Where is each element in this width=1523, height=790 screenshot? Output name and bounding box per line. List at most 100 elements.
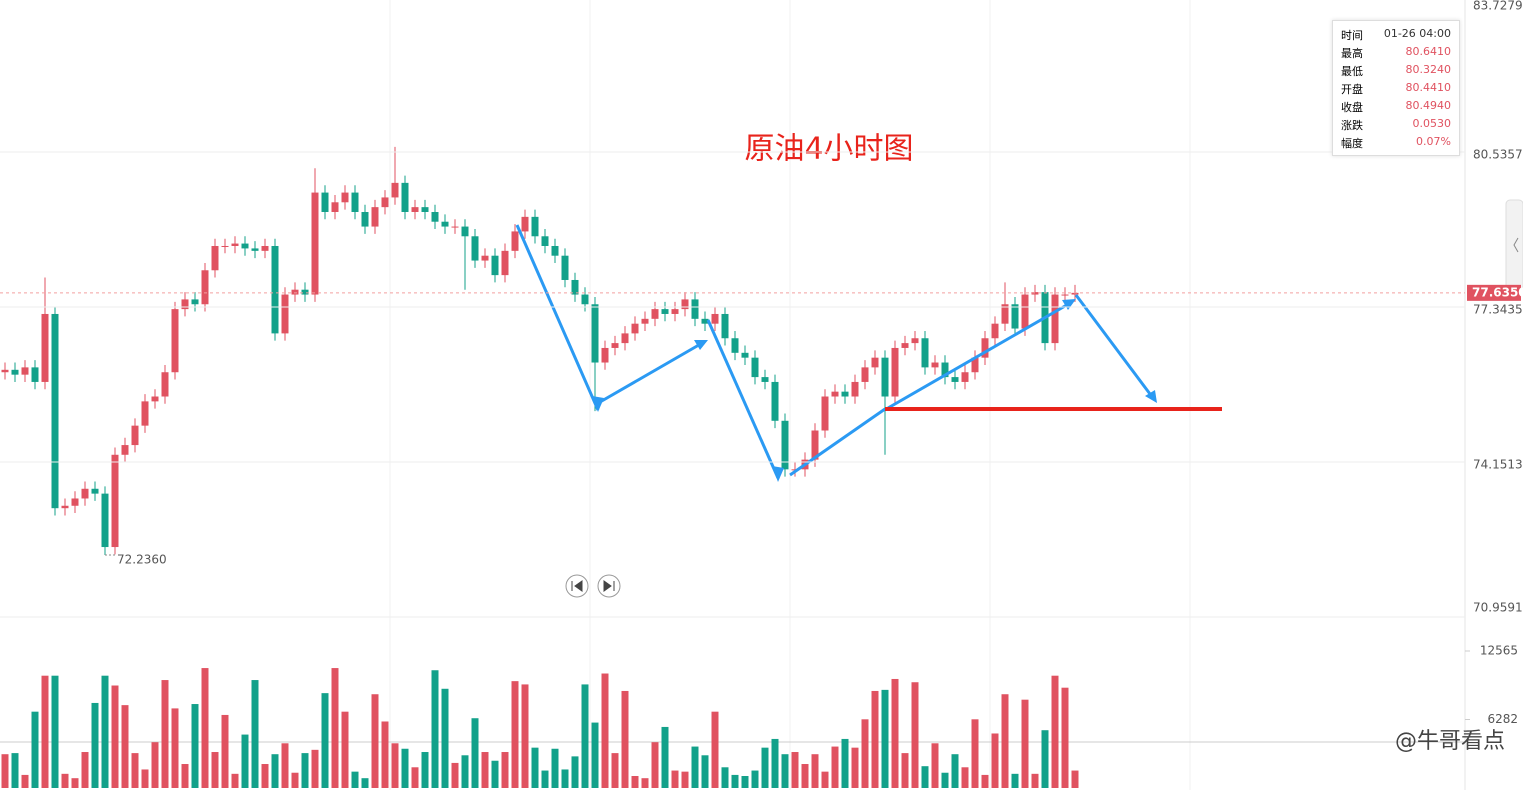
candle-body [881,357,889,397]
candle-body [1,369,9,373]
volume-bar [601,673,609,788]
candle-body [71,498,79,506]
volume-bar [571,756,579,788]
arrow [515,224,600,411]
candle-body [671,309,679,314]
candle-body [541,236,549,246]
volume-bar [311,749,319,788]
candle-body [871,357,879,368]
volume-bar [361,778,369,788]
candle-body [121,445,129,455]
volume-bar [621,690,629,788]
last-price-label: 77.6350 [1472,285,1523,299]
volume-bar [801,764,809,788]
volume-bar [771,738,779,788]
arrow [1074,294,1155,399]
volume-bar [711,711,719,788]
candle-body [461,226,469,237]
candle-body [841,391,849,397]
candle-body [741,352,749,358]
volume-bar [911,682,919,788]
candle-body [111,454,119,548]
volume-bar [121,705,129,788]
candle-body [321,192,329,213]
candle-body [941,362,949,378]
candle-body [61,505,69,509]
volume-bar [721,767,729,788]
volume-bar [701,755,709,788]
candle-body [271,245,279,334]
volume-bar [611,753,619,788]
candle-body [911,338,919,344]
candle-body [651,309,659,319]
candle-body [291,289,299,295]
candle-body [331,202,339,213]
volume-bar [1031,773,1039,788]
tooltip-key: 最高 [1341,47,1363,60]
tooltip-row: 涨跌 0.0530 [1333,115,1459,133]
playback [565,574,621,598]
volume-bar [181,764,189,788]
volume-bar [1011,773,1019,788]
volume-bar [431,670,439,788]
volume-bar [811,754,819,788]
candle-body [601,347,609,363]
volume-bar [901,753,909,788]
volume-bar [101,675,109,788]
volume-bar [41,675,49,788]
tooltip: 时间 01-26 04:00 最高 80.6410 最低 80.3240 开盘 80.4410… [1332,20,1460,156]
volume-bar [481,752,489,788]
candle-body [141,401,149,426]
candle-body [901,343,909,348]
volume-bar [741,776,749,788]
volume-bar [961,767,969,788]
volume-bar [981,774,989,788]
candle-body [691,299,699,319]
volume-bar [681,771,689,788]
arrow [789,407,886,477]
candle-body [171,309,179,373]
candle-body [701,318,709,324]
candle-body [511,231,519,251]
candle-body [581,294,589,305]
arrow [887,300,1073,410]
volume-bar [391,743,399,788]
volume-bar [281,743,289,788]
candle-body [721,313,729,339]
volume-bar [1061,687,1069,788]
volume-bar [641,778,649,788]
volume-bar [471,718,479,788]
volume-bar [111,685,119,788]
candle-body [821,396,829,431]
candle-body [311,192,319,295]
volume-bar [511,681,519,788]
tooltip-value: 80.6410 [1405,45,1452,58]
volume-bar [291,772,299,788]
volume-bar [521,684,529,788]
volume-tick-label: 6282 [1487,712,1518,726]
volume-bar [881,689,889,788]
candle-body [531,216,539,237]
candle-body [621,333,629,344]
candle-body [961,372,969,382]
volume-bar [441,688,449,788]
candle-body [951,377,959,382]
candle-body [1021,294,1029,329]
volume-tick-label: 12565 [1480,643,1518,657]
candle-body [931,362,939,368]
candle-body [451,226,459,228]
candle-body [471,236,479,261]
y-tick-label: 80.5357 [1473,148,1523,162]
y-tick-label: 74.1513 [1473,458,1523,472]
candle-body [181,299,189,310]
candle-body [421,207,429,213]
candle-body [971,357,979,373]
candle-body [751,357,759,378]
volume-bar [561,769,569,788]
volume-bar [501,752,509,788]
candle-body [411,207,419,213]
tooltip-value: 80.3240 [1405,63,1452,76]
candle-body [561,255,569,280]
volume-bar [11,753,19,788]
y-tick-label: 83.7279 [1473,0,1523,13]
